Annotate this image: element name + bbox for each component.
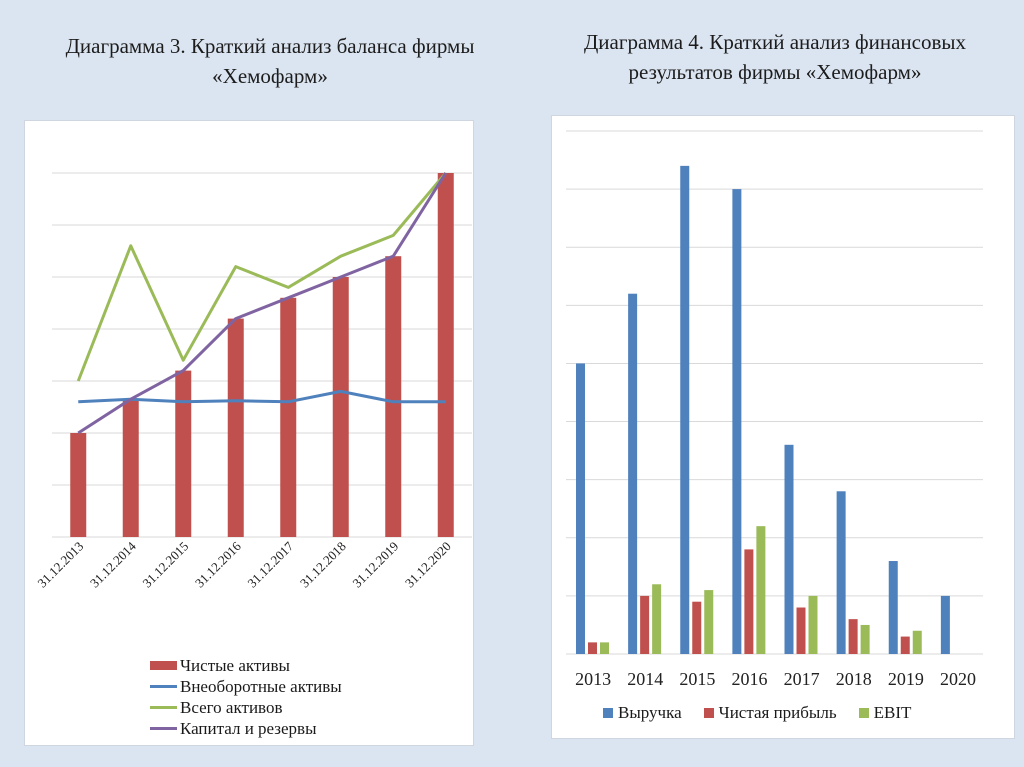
bar-1: [744, 549, 754, 654]
legend-label: Чистая прибыль: [718, 703, 837, 722]
left-chart-legend: Чистые активы Внеоборотные активы Всего …: [150, 655, 342, 739]
legend-item-net-profit: Чистая прибыль: [703, 703, 837, 723]
line-series: [77, 172, 448, 435]
legend-item-total-assets: Всего активов: [150, 697, 342, 718]
capital-reserves-swatch-icon: [150, 727, 177, 730]
bar-0: [784, 444, 794, 654]
legend-item-noncurrent-assets: Внеоборотные активы: [150, 676, 342, 697]
x-axis-label: 31.12.2017: [244, 538, 296, 590]
revenue-swatch-icon: [603, 708, 613, 718]
legend-item-net-assets: Чистые активы: [150, 655, 342, 676]
bar-net-assets: [122, 399, 139, 537]
bar-0: [628, 293, 638, 654]
x-axis-label: 2014: [627, 669, 663, 689]
total-assets-swatch-icon: [150, 706, 177, 709]
bar-0: [940, 595, 950, 654]
left-chart-title-line1: Диаграмма 3. Краткий анализ баланса фирм…: [65, 34, 475, 58]
x-axis-label: 2020: [940, 669, 976, 689]
bar-1: [796, 607, 806, 654]
legend-label: EBIT: [873, 703, 912, 722]
net-assets-swatch-icon: [150, 661, 177, 670]
ebit-swatch-icon: [858, 708, 869, 718]
bar-1: [900, 636, 910, 654]
legend-label: Внеоборотные активы: [180, 677, 342, 696]
line-series: [78, 389, 446, 404]
bar-0: [836, 491, 846, 654]
noncurrent-assets-swatch-icon: [150, 685, 177, 688]
x-axis-label: 2015: [679, 669, 715, 689]
x-axis-label: 31.12.2020: [402, 539, 454, 591]
legend-item-capital-reserves: Капитал и резервы: [150, 718, 342, 739]
bar-net-assets: [227, 318, 244, 537]
bar-1: [692, 601, 702, 654]
legend-item-ebit: EBIT: [858, 703, 912, 723]
right-chart-title-line1: Диаграмма 4. Краткий анализ финансовых: [583, 30, 967, 54]
bar-net-assets: [332, 277, 349, 537]
bar-0: [680, 165, 690, 654]
x-axis-label: 2019: [888, 669, 924, 689]
legend-item-revenue: Выручка: [603, 703, 682, 723]
x-axis-label: 2013: [575, 669, 611, 689]
line-series: [76, 172, 447, 382]
bar-2: [600, 642, 609, 654]
x-axis-label: 31.12.2016: [192, 538, 244, 590]
right-chart-title: Диаграмма 4. Краткий анализ финансовых р…: [525, 27, 1024, 87]
legend-label: Выручка: [618, 703, 682, 722]
bar-2: [808, 595, 818, 654]
left-chart-title: Диаграмма 3. Краткий анализ баланса фирм…: [20, 31, 520, 91]
x-axis-label: 2017: [784, 669, 820, 689]
bar-2: [912, 630, 922, 654]
bar-0: [888, 561, 898, 654]
bar-1: [588, 642, 597, 654]
legend-label: Капитал и резервы: [180, 719, 317, 738]
legend-label: Чистые активы: [180, 656, 290, 675]
right-chart-legend: Выручка Чистая прибыль EBIT: [603, 703, 933, 723]
bar-net-assets: [70, 433, 87, 537]
x-axis-label: 2016: [731, 669, 767, 689]
x-axis-label: 31.12.2018: [297, 539, 349, 591]
bar-1: [640, 595, 650, 654]
bar-2: [860, 624, 870, 654]
bar-0: [732, 189, 742, 654]
bar-2: [704, 590, 714, 654]
bar-net-assets: [437, 173, 454, 537]
x-axis-label: 31.12.2013: [34, 539, 86, 591]
bar-net-assets: [385, 256, 402, 537]
net-profit-swatch-icon: [703, 708, 714, 718]
x-axis-label: 2018: [836, 669, 872, 689]
x-axis-label: 31.12.2019: [349, 539, 401, 591]
bar-net-assets: [175, 370, 192, 537]
bar-net-assets: [280, 297, 297, 537]
bar-2: [652, 584, 662, 654]
x-axis-label: 31.12.2015: [139, 539, 191, 591]
x-axis-label: 31.12.2014: [87, 538, 139, 590]
right-chart-title-line2: результатов фирмы «Хемофарм»: [628, 60, 922, 84]
bar-1: [848, 619, 858, 654]
bar-0: [576, 363, 585, 654]
legend-label: Всего активов: [180, 698, 283, 717]
left-chart-title-line2: «Хемофарм»: [212, 64, 328, 88]
bar-2: [756, 526, 766, 654]
